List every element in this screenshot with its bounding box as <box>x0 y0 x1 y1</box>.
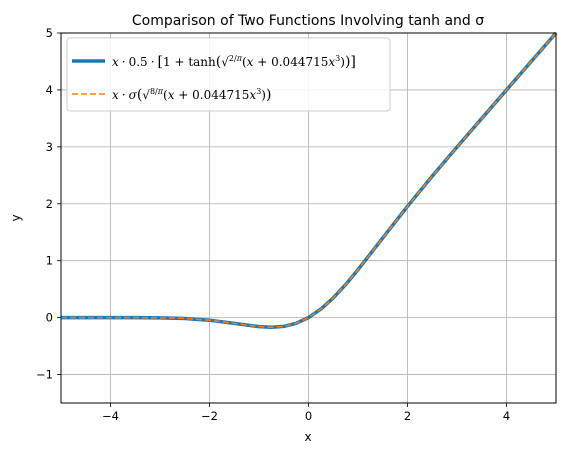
y-tick-label: 0 <box>46 311 53 325</box>
legend-box <box>66 37 391 112</box>
series-line-2 <box>61 32 557 329</box>
y-tick-label: 2 <box>46 197 53 211</box>
legend-label-series-2: x · σ(√8/π(x + 0.044715x3)) <box>112 87 271 103</box>
y-tick-label: 5 <box>46 26 53 40</box>
y-tick-label: 1 <box>46 254 53 268</box>
x-tick-label: −2 <box>201 409 218 423</box>
x-axis-label: x <box>304 430 311 444</box>
chart-title: Comparison of Two Functions Involving ta… <box>132 13 484 29</box>
y-tick-label: 3 <box>46 140 53 154</box>
legend: x · 0.5 · [1 + tanh(√2/π(x + 0.044715x3))] x… <box>66 37 391 112</box>
y-tick-label: −1 <box>36 368 53 382</box>
plot-series <box>61 31 558 330</box>
x-tick-label: 0 <box>305 409 312 423</box>
x-tick-label: −4 <box>102 409 119 423</box>
y-tick-label: 4 <box>46 83 53 97</box>
axis-ticks: −4 −2 0 2 4 −1 0 1 2 3 4 5 <box>36 26 510 423</box>
y-axis-label: y <box>9 214 23 221</box>
legend-label-series-1: x · 0.5 · [1 + tanh(√2/π(x + 0.044715x3))] <box>112 54 356 70</box>
x-tick-label: 4 <box>503 409 510 423</box>
x-tick-label: 2 <box>404 409 411 423</box>
legend-label-series-1-x: x <box>112 55 119 69</box>
